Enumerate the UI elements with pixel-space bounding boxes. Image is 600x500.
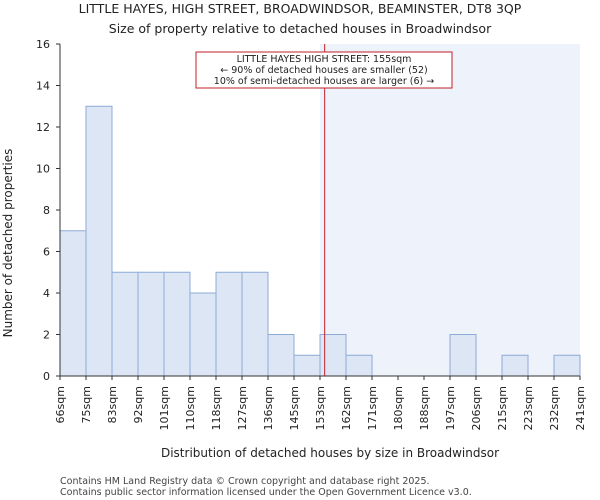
annotation-border bbox=[195, 51, 453, 89]
bar-153sqm bbox=[319, 334, 347, 377]
x-tick-label: 153sqm bbox=[314, 386, 327, 430]
bar-127sqm bbox=[241, 271, 269, 377]
x-tick-label: 223sqm bbox=[522, 386, 535, 430]
y-tick-label: 0 bbox=[43, 370, 50, 383]
x-tick-label: 75sqm bbox=[80, 386, 93, 423]
annotation-box: LITTLE HAYES HIGH STREET: 155sqm ← 90% o… bbox=[195, 51, 453, 89]
bar-92sqm bbox=[137, 271, 165, 377]
y-axis-label: Number of detached properties bbox=[1, 149, 15, 338]
y-tick-label: 16 bbox=[36, 38, 50, 51]
y-tick-label: 2 bbox=[43, 329, 50, 342]
chart-title: LITTLE HAYES, HIGH STREET, BROADWINDSOR,… bbox=[79, 1, 522, 16]
bar-232sqm bbox=[553, 354, 581, 377]
x-tick-label: 232sqm bbox=[548, 386, 561, 430]
bar-162sqm bbox=[345, 354, 373, 377]
bar-101sqm bbox=[163, 271, 191, 377]
annotation-line-3: 10% of semi-detached houses are larger (… bbox=[214, 76, 434, 87]
x-tick-label: 83sqm bbox=[106, 386, 119, 423]
bar-75sqm bbox=[85, 105, 113, 377]
y-tick-label: 10 bbox=[36, 163, 50, 176]
annotation-line-1: LITTLE HAYES HIGH STREET: 155sqm bbox=[237, 54, 412, 65]
x-tick-label: 127sqm bbox=[236, 386, 249, 430]
x-tick-label: 188sqm bbox=[418, 386, 431, 430]
x-tick-label: 118sqm bbox=[210, 386, 223, 430]
footer-line-2: Contains public sector information licen… bbox=[60, 487, 472, 498]
y-tick-label: 8 bbox=[43, 204, 50, 217]
bar-118sqm bbox=[215, 271, 243, 377]
x-axis-label: Distribution of detached houses by size … bbox=[161, 446, 499, 460]
x-tick-label: 215sqm bbox=[496, 386, 509, 430]
x-tick-label: 92sqm bbox=[132, 386, 145, 423]
x-tick-label: 206sqm bbox=[470, 386, 483, 430]
bar-66sqm bbox=[59, 230, 87, 377]
x-tick-label: 171sqm bbox=[366, 386, 379, 430]
footer-line-1: Contains HM Land Registry data © Crown c… bbox=[60, 476, 430, 487]
x-tick-label: 180sqm bbox=[392, 386, 405, 430]
annotation-line-2: ← 90% of detached houses are smaller (52… bbox=[220, 65, 427, 76]
bar-136sqm bbox=[267, 334, 295, 377]
x-tick-label: 136sqm bbox=[262, 386, 275, 430]
bar-215sqm bbox=[501, 354, 529, 377]
y-tick-label: 14 bbox=[36, 80, 50, 93]
bar-83sqm bbox=[111, 271, 139, 377]
y-tick-label: 4 bbox=[43, 287, 50, 300]
bar-110sqm bbox=[189, 292, 217, 377]
x-tick-label: 145sqm bbox=[288, 386, 301, 430]
y-tick-label: 6 bbox=[43, 246, 50, 259]
x-tick-label: 66sqm bbox=[54, 386, 67, 423]
chart-subtitle: Size of property relative to detached ho… bbox=[109, 21, 492, 36]
x-tick-label: 197sqm bbox=[444, 386, 457, 430]
x-tick-label: 101sqm bbox=[158, 386, 171, 430]
bar-145sqm bbox=[293, 354, 321, 377]
x-tick-label: 162sqm bbox=[340, 386, 353, 430]
y-tick-label: 12 bbox=[36, 121, 50, 134]
larger-region-highlight bbox=[320, 44, 580, 376]
x-tick-label: 110sqm bbox=[184, 386, 197, 430]
x-tick-label: 241sqm bbox=[574, 386, 587, 430]
bar-197sqm bbox=[449, 334, 477, 377]
